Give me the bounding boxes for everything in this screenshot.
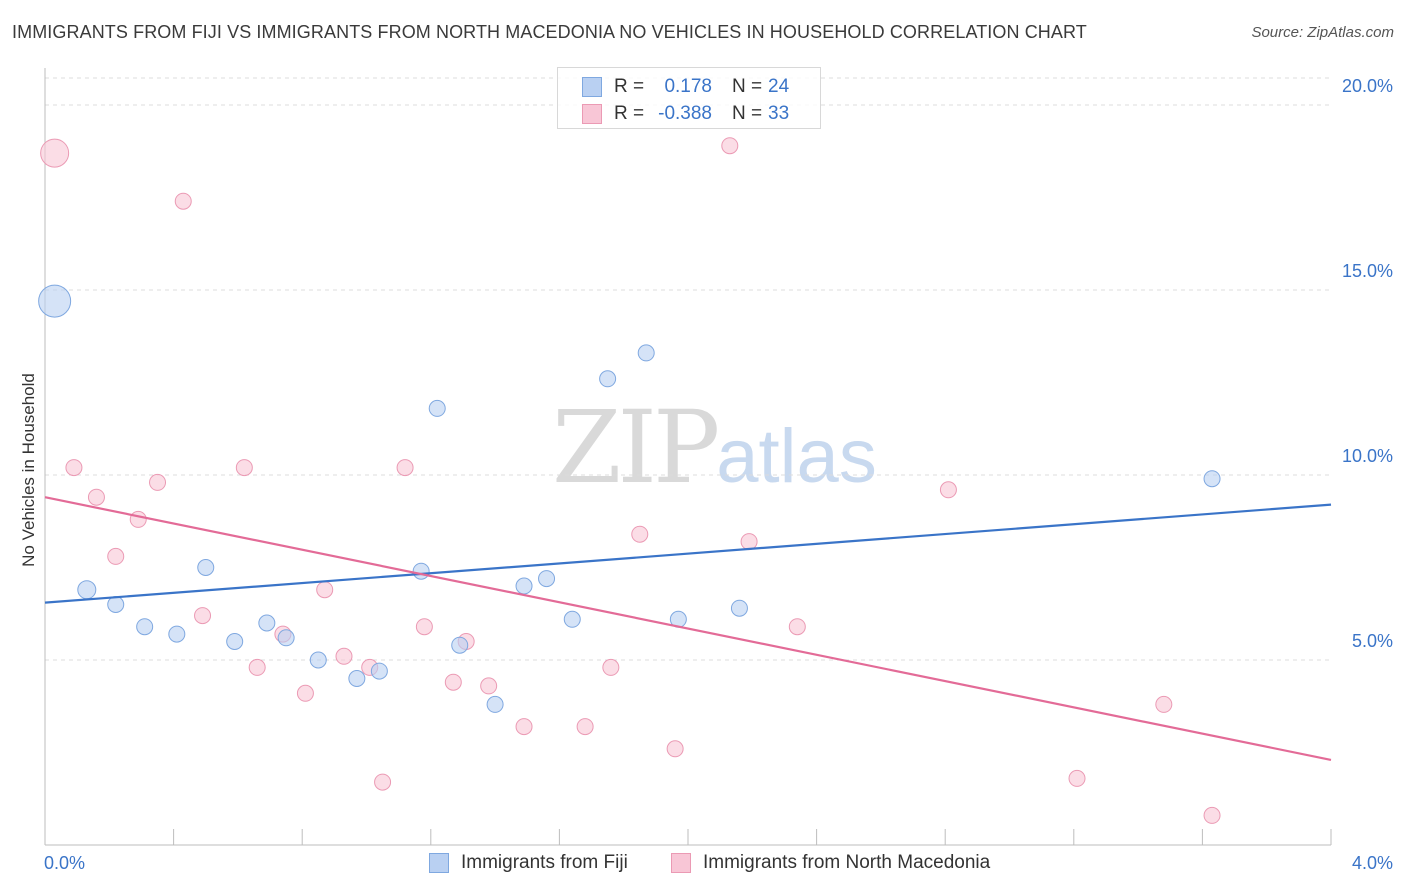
data-point-fiji bbox=[637, 344, 655, 362]
data-point-macedonia bbox=[87, 488, 105, 506]
data-point-fiji bbox=[599, 370, 617, 388]
data-point-macedonia bbox=[602, 658, 620, 676]
correlation-legend: R = 0.178 N = 24 R = -0.388 N = 33 bbox=[557, 67, 821, 129]
data-point-fiji bbox=[277, 629, 295, 647]
series-legend-fiji: Immigrants from Fiji bbox=[429, 852, 628, 874]
x-tick-label-max: 4.0% bbox=[1352, 853, 1393, 873]
data-point-macedonia bbox=[40, 138, 70, 168]
data-point-macedonia bbox=[335, 647, 353, 665]
series-label-macedonia: Immigrants from North Macedonia bbox=[703, 852, 991, 873]
y-tick-label: 10.0% bbox=[1342, 446, 1393, 466]
axis-layer bbox=[44, 68, 1332, 846]
watermark: ZIPatlas bbox=[552, 398, 877, 498]
data-point-macedonia bbox=[515, 718, 533, 736]
data-point-fiji bbox=[107, 596, 125, 613]
data-point-macedonia bbox=[107, 547, 125, 565]
data-point-fiji bbox=[309, 651, 327, 669]
data-point-macedonia bbox=[129, 510, 147, 528]
data-point-fiji bbox=[370, 662, 388, 680]
legend-r-label: R = bbox=[614, 103, 645, 124]
data-point-fiji bbox=[38, 284, 72, 318]
data-point-macedonia bbox=[174, 192, 192, 210]
data-point-fiji bbox=[226, 633, 244, 650]
trend-line-fiji bbox=[44, 503, 1332, 604]
watermark-zip: ZIP bbox=[552, 389, 720, 506]
chart-title: IMMIGRANTS FROM FIJI VS IMMIGRANTS FROM … bbox=[12, 22, 1087, 42]
watermark-atlas: atlas bbox=[716, 414, 877, 499]
y-axis-label-wrap: No Vehicles in Household bbox=[14, 250, 44, 690]
data-point-macedonia bbox=[415, 618, 433, 636]
data-point-macedonia bbox=[296, 684, 314, 702]
data-point-macedonia bbox=[939, 481, 957, 499]
trend-line-macedonia bbox=[44, 496, 1332, 761]
legend-n-value: 24 bbox=[768, 76, 790, 97]
chart-source: Source: ZipAtlas.com bbox=[1251, 24, 1394, 41]
legend-r-value: -0.388 bbox=[658, 103, 712, 124]
y-tick-label: 5.0% bbox=[1352, 631, 1393, 651]
data-point-fiji bbox=[168, 625, 186, 643]
legend-n-label: N = bbox=[732, 103, 763, 124]
data-point-macedonia bbox=[788, 618, 806, 636]
data-point-macedonia bbox=[396, 459, 414, 477]
data-point-macedonia bbox=[374, 773, 392, 791]
legend-n-label: N = bbox=[732, 76, 763, 97]
data-point-macedonia bbox=[248, 658, 266, 676]
legend-r-value: 0.178 bbox=[664, 76, 712, 97]
data-point-macedonia bbox=[316, 581, 334, 599]
data-point-macedonia bbox=[480, 677, 498, 695]
data-point-fiji bbox=[563, 610, 581, 628]
data-point-macedonia bbox=[631, 525, 649, 543]
series-swatch-fiji bbox=[429, 853, 449, 873]
data-point-macedonia bbox=[235, 459, 253, 477]
grid-layer bbox=[45, 77, 1331, 661]
data-point-macedonia bbox=[1203, 806, 1221, 824]
series-legend-macedonia: Immigrants from North Macedonia bbox=[671, 852, 990, 874]
legend-r-label: R = bbox=[614, 76, 645, 97]
data-point-fiji bbox=[348, 670, 366, 687]
data-point-fiji bbox=[486, 695, 504, 713]
data-point-fiji bbox=[197, 559, 215, 576]
data-point-fiji bbox=[428, 399, 446, 417]
data-point-fiji bbox=[258, 614, 276, 632]
data-point-macedonia bbox=[194, 607, 212, 625]
series-legend: Immigrants from Fiji Immigrants from Nor… bbox=[0, 852, 1406, 878]
data-point-macedonia bbox=[576, 718, 594, 736]
data-point-fiji bbox=[730, 599, 748, 617]
data-point-fiji bbox=[412, 562, 430, 580]
y-tick-label: 20.0% bbox=[1342, 76, 1393, 96]
data-point-macedonia bbox=[149, 473, 167, 491]
data-point-macedonia bbox=[444, 673, 462, 691]
x-tick-label-min: 0.0% bbox=[44, 853, 85, 873]
label-layer: 5.0% 10.0% 15.0% 20.0% 0.0% 4.0% bbox=[44, 76, 1393, 873]
data-point-macedonia bbox=[65, 459, 83, 477]
series-label-fiji: Immigrants from Fiji bbox=[461, 852, 628, 873]
data-point-fiji bbox=[1203, 470, 1221, 488]
data-point-fiji bbox=[136, 618, 154, 636]
y-axis-label: No Vehicles in Household bbox=[19, 373, 38, 567]
legend-swatch-macedonia bbox=[582, 104, 602, 124]
legend-n-value: 33 bbox=[768, 103, 790, 124]
legend-swatch-fiji bbox=[582, 77, 602, 97]
data-point-macedonia bbox=[666, 740, 684, 758]
y-tick-label: 15.0% bbox=[1342, 261, 1393, 281]
data-point-fiji bbox=[77, 580, 97, 600]
trend-layer bbox=[44, 496, 1332, 761]
data-point-fiji bbox=[538, 570, 556, 588]
data-point-macedonia bbox=[721, 137, 739, 155]
data-point-fiji bbox=[515, 577, 533, 595]
legend-row-fiji: R = 0.178 N = 24 bbox=[582, 75, 789, 99]
legend-row-macedonia: R = -0.388 N = 33 bbox=[582, 102, 789, 126]
series-swatch-macedonia bbox=[671, 853, 691, 873]
points-layer bbox=[38, 137, 1221, 824]
data-point-macedonia bbox=[1155, 695, 1173, 713]
data-point-fiji bbox=[451, 636, 469, 654]
data-point-macedonia bbox=[1068, 769, 1086, 787]
data-point-macedonia bbox=[740, 533, 758, 551]
